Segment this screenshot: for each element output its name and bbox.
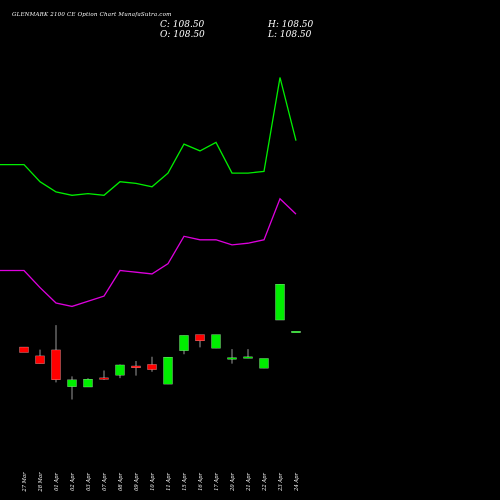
x-tick-label: 17 Apr xyxy=(214,473,220,491)
x-tick-label: 08 Apr xyxy=(118,473,124,491)
x-tick-label: 03 Apr xyxy=(86,473,92,491)
x-tick-label: 02 Apr xyxy=(70,473,76,491)
candle-body xyxy=(227,357,237,360)
chart-title: GLENMARK 2100 CE Option Chart MunafaSutr… xyxy=(12,12,172,18)
candle-body xyxy=(259,358,269,369)
close-readout: C: 108.50 xyxy=(160,20,204,30)
candle xyxy=(67,376,77,400)
candle xyxy=(147,356,157,372)
indicator-bands xyxy=(0,77,297,308)
close-value: 108.50 xyxy=(172,20,205,30)
candle-body xyxy=(35,355,45,364)
x-tick-label: 27 Mar xyxy=(22,472,28,493)
x-tick-label: 23 Apr xyxy=(278,473,284,492)
candle-body xyxy=(275,284,285,321)
x-tick-label: 20 Apr xyxy=(230,473,236,492)
candle xyxy=(195,334,205,348)
candle xyxy=(227,349,237,364)
open-value: 108.50 xyxy=(173,30,205,40)
x-tick-label: 16 Apr xyxy=(198,473,204,491)
close-label: C: xyxy=(160,20,170,30)
candle-body xyxy=(83,379,93,388)
x-tick-label: 07 Apr xyxy=(102,473,108,491)
x-tick-label: 01 Apr xyxy=(54,473,60,491)
candles-group xyxy=(19,284,301,400)
x-axis-labels: 27 Mar 28 Mar 01 Apr 02 Apr 03 Apr 07 Apr 08 A… xyxy=(22,472,300,493)
candle xyxy=(115,364,125,379)
x-tick-label: 09 Apr xyxy=(134,473,140,491)
candle xyxy=(275,284,285,321)
high-value: 108.50 xyxy=(281,20,314,30)
high-label: H: xyxy=(268,20,279,30)
x-tick-label: 10 Apr xyxy=(150,473,156,491)
candle xyxy=(163,356,173,385)
candle-body xyxy=(67,379,77,387)
candle-body xyxy=(291,331,301,333)
high-readout: H: 108.50 xyxy=(268,20,313,30)
candle xyxy=(259,358,269,369)
candle xyxy=(179,335,189,355)
candle-body xyxy=(243,356,253,359)
candle-body xyxy=(147,364,157,370)
candle-body xyxy=(51,349,61,380)
candle-body xyxy=(131,365,141,368)
low-label: L: xyxy=(268,30,278,40)
candle-body xyxy=(115,364,125,376)
candle xyxy=(211,334,221,349)
candle-body xyxy=(19,346,29,353)
candle-body xyxy=(99,377,109,380)
lower-band-line xyxy=(0,197,297,308)
candle-body xyxy=(163,356,173,385)
candle xyxy=(51,325,61,383)
upper-band-line xyxy=(0,77,297,196)
candle xyxy=(35,349,45,364)
x-tick-label: 21 Apr xyxy=(246,473,252,492)
candle-body xyxy=(195,334,205,342)
candle-body xyxy=(179,335,189,351)
candle xyxy=(243,349,253,359)
candle-body xyxy=(211,334,221,349)
low-value: 108.50 xyxy=(279,30,312,40)
candle xyxy=(83,378,93,388)
x-tick-label: 28 Mar xyxy=(38,472,44,493)
candle xyxy=(291,331,301,333)
candle xyxy=(19,346,29,353)
candle xyxy=(99,370,109,380)
open-label: O: xyxy=(160,30,171,40)
x-tick-label: 24 Apr xyxy=(294,473,300,492)
x-tick-label: 15 Apr xyxy=(182,473,188,491)
candle xyxy=(131,361,141,376)
low-readout: L: 108.50 xyxy=(268,30,311,40)
open-readout: O: 108.50 xyxy=(160,30,205,40)
x-tick-label: 11 Apr xyxy=(166,473,172,491)
x-tick-label: 22 Apr xyxy=(262,473,268,492)
